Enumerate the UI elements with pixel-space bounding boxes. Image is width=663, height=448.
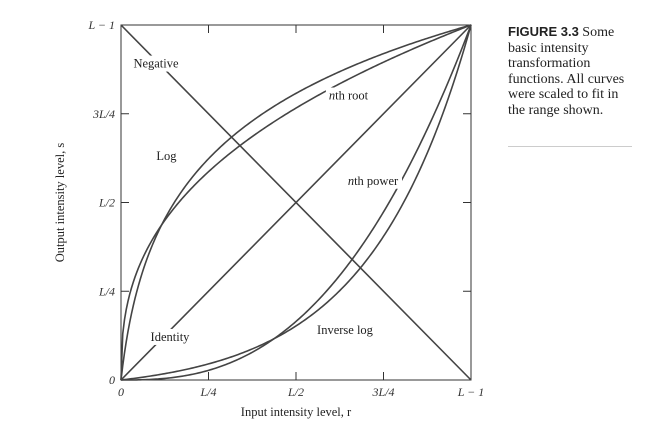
y-tick-label: L − 1 [87, 18, 115, 32]
figure-number: FIGURE 3.3 [508, 24, 579, 39]
curve-label-bg-nth-root [325, 87, 372, 104]
curve-label-identity: Identity [151, 330, 191, 344]
x-tick-label: L − 1 [457, 385, 485, 399]
curve-label-bg-identity [147, 328, 194, 345]
x-axis-title: Input intensity level, r [241, 405, 352, 419]
curve-label-nth-root: nth root [329, 89, 369, 103]
curve-label-negative: Negative [133, 57, 179, 71]
y-tick-label: L/4 [98, 284, 115, 298]
curve-inverse-log [120, 24, 472, 381]
x-tick-label: 3L/4 [371, 385, 394, 399]
curve-label-log: Log [156, 149, 177, 163]
curve-label-inverse-log: Inverse log [317, 323, 374, 337]
x-tick-label: L/2 [287, 385, 304, 399]
figure-caption: FIGURE 3.3 Some basic intensity transfor… [508, 24, 634, 118]
curve-label-bg-log [153, 147, 181, 164]
caption-text: Some basic intensity transformation func… [508, 25, 625, 118]
y-tick-label: 3L/4 [92, 107, 115, 121]
curve-log [120, 24, 472, 381]
curve-label-bg-inverse-log [314, 321, 377, 338]
x-tick-label: 0 [118, 385, 124, 399]
curve-identity [120, 24, 472, 381]
x-tick-label: L/4 [199, 385, 216, 399]
curve-nth-root [120, 24, 472, 381]
curve-label-bg-nth-power [344, 172, 403, 189]
caption-divider [508, 146, 632, 147]
y-axis-title: Output intensity level, s [53, 143, 67, 263]
curves [120, 24, 472, 381]
axis-ticks: 0 L/4 L/2 3L/4 L − 1 0 L/4 L/2 3L/4 L − 1 [87, 18, 484, 399]
curve-label-nth-power: nth power [348, 174, 399, 188]
y-tick-label: 0 [109, 373, 115, 387]
curve-nth-power [121, 24, 472, 381]
curve-labels: Negative Identity Log nth root nth power Inve… [130, 55, 403, 345]
y-tick-label: L/2 [98, 196, 115, 210]
curve-label-bg-negative [130, 55, 183, 72]
